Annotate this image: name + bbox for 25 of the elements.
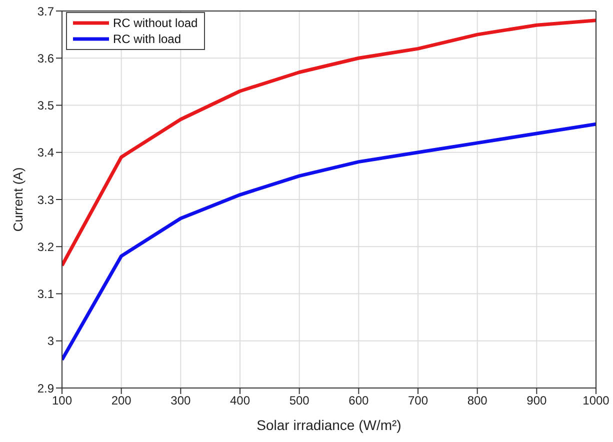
x-tick-label: 700	[408, 394, 428, 408]
x-tick-label: 900	[526, 394, 547, 408]
y-tick-label: 3.7	[37, 4, 54, 18]
y-tick-label: 3.4	[37, 146, 54, 160]
y-tick-label: 3.1	[37, 287, 54, 302]
x-tick-label: 300	[170, 394, 191, 408]
y-tick-label: 3	[47, 334, 54, 348]
legend-label: RC without load	[113, 15, 198, 31]
x-tick-label: 100	[52, 394, 72, 408]
x-tick-label: 1000	[582, 394, 610, 408]
x-tick-label: 600	[348, 394, 369, 408]
y-tick-label: 2.9	[37, 381, 54, 396]
y-tick-label: 3.5	[37, 98, 54, 113]
legend-label: RC with load	[113, 31, 182, 47]
y-axis-title: Current (A)	[10, 167, 26, 232]
x-tick-label: 400	[230, 394, 250, 408]
y-tick-label: 3.3	[37, 192, 54, 207]
line-series	[62, 122, 596, 362]
y-tick-label: 3.2	[37, 240, 54, 254]
y-tick-label: 3.6	[37, 51, 54, 66]
x-tick-label: 500	[289, 394, 310, 408]
line-series	[62, 18, 596, 268]
x-tick-label: 200	[111, 394, 132, 408]
x-axis-title: Solar irradiance (W/m²)	[256, 417, 402, 433]
x-tick-label: 800	[467, 394, 488, 408]
